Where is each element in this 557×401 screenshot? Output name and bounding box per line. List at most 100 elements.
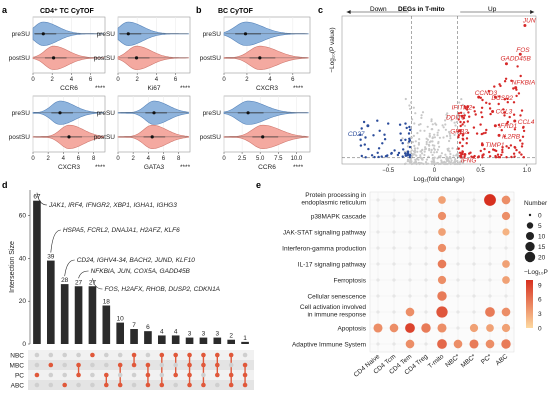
up-point (476, 156, 480, 159)
up-point (474, 113, 477, 116)
matrix-dot-on (215, 362, 220, 368)
intersection-bar (116, 322, 125, 344)
matrix-dot-on (48, 362, 54, 368)
ns-point (461, 103, 464, 106)
violin-subplot-cxcr3: 0 2 4 6 preSU postSU CXCR3 **** (200, 16, 311, 92)
panel-b-letter: b (196, 5, 202, 15)
ns-point (423, 150, 426, 153)
empty-dot (456, 310, 460, 314)
gene-label-timp1: TIMP1 (485, 142, 505, 149)
matrix-dot-on (173, 372, 178, 378)
ns-point (448, 130, 451, 134)
matrix-dot-off (228, 362, 234, 368)
down-point (404, 138, 407, 141)
group-label-presu: preSU (12, 31, 31, 38)
x-tick-label: 6 (77, 156, 81, 162)
matrix-dot-off (48, 352, 54, 358)
row-label: Apoptosis (337, 326, 366, 333)
ns-point (406, 158, 410, 161)
matrix-dot-on (201, 352, 206, 358)
x-tick-label: 2 (131, 156, 135, 162)
x-tick-label: 2 (136, 77, 140, 83)
size-legend-dot (525, 241, 535, 252)
significance-stars: **** (293, 164, 304, 171)
up-point (489, 112, 492, 116)
down-point (364, 136, 367, 139)
set-label-nbc: NBC (10, 353, 24, 360)
marker-label: GATA3 (144, 164, 165, 171)
bar-value-label: 18 (103, 299, 111, 306)
violin-subplot-ccr6: 0 2.5 5.0 7.5 10.0 preSU postSU CCR6 **** (200, 95, 311, 171)
intersection-bar (46, 260, 55, 344)
matrix-row-band (28, 380, 254, 390)
x-tick-label: 4 (268, 77, 272, 83)
size-legend-dot (526, 222, 534, 229)
empty-dot (392, 198, 396, 202)
ns-point (444, 119, 447, 122)
up-point (472, 106, 475, 109)
ns-point (420, 114, 423, 117)
up-point (461, 144, 464, 148)
matrix-dot-on (215, 352, 220, 358)
group-label-postsu: postSU (94, 134, 116, 141)
marker-label: Ki67 (147, 85, 160, 92)
down-point (407, 132, 411, 135)
y-tick-label: 0 (22, 341, 26, 348)
empty-dot (488, 230, 492, 234)
up-point (461, 123, 464, 126)
enrichment-dot (437, 291, 447, 301)
labeled-point-ccnd3 (477, 95, 481, 99)
empty-dot (376, 230, 380, 234)
labeled-point-ifitm2 (466, 105, 470, 109)
matrix-dot-off (159, 362, 165, 368)
ns-point (430, 120, 433, 123)
bar-value-label: 2 (229, 333, 233, 340)
intersection-bar (157, 335, 166, 344)
bar-value-label: 3 (202, 331, 206, 338)
marker-label: CCR6 (60, 85, 78, 92)
ns-point (411, 155, 414, 158)
empty-dot (472, 278, 476, 282)
violin-subplot-gata3: 0 2 4 6 8 preSU postSU GATA3 **** (94, 95, 191, 171)
up-point (515, 148, 518, 152)
gene-label-ddit3: DDIT3 (446, 114, 465, 121)
ns-point (455, 120, 458, 124)
ns-point (448, 155, 452, 158)
color-legend-bar (526, 280, 533, 328)
bar-value-label: 4 (174, 328, 178, 335)
up-point (461, 137, 464, 140)
volcano-down-label: Down (370, 6, 387, 13)
ns-point (440, 152, 443, 155)
size-legend-title: Number (524, 200, 548, 207)
matrix-dot-off (62, 352, 67, 358)
group-label-presu: preSU (97, 31, 116, 38)
empty-dot (456, 246, 460, 250)
up-point (497, 123, 501, 127)
ns-point (448, 139, 451, 143)
down-point (404, 154, 407, 157)
up-point (461, 152, 464, 156)
x-tick-label: 0 (222, 156, 226, 162)
ns-point (427, 155, 430, 158)
matrix-dot-off (48, 382, 54, 388)
ns-point (426, 138, 429, 141)
empty-dot (488, 262, 492, 266)
down-point (383, 138, 387, 141)
enrichment-dot (389, 323, 399, 333)
matrix-dot-off (104, 352, 109, 358)
size-legend-label: 20 (538, 255, 546, 262)
down-point (406, 150, 410, 153)
ns-point (421, 148, 424, 151)
up-point (500, 129, 503, 132)
empty-dot (376, 262, 380, 266)
up-point (520, 145, 524, 148)
violin-subplot-cxcr3: 0 2 4 6 8 preSU postSU CXCR3 **** (9, 95, 106, 171)
up-point (473, 154, 476, 158)
ns-point (428, 132, 431, 135)
volcano-frame (341, 15, 537, 165)
ns-point (433, 133, 436, 136)
empty-dot (504, 294, 508, 298)
empty-dot (424, 246, 428, 250)
y-tick-label: 60 (19, 213, 27, 220)
ns-point (462, 112, 466, 115)
